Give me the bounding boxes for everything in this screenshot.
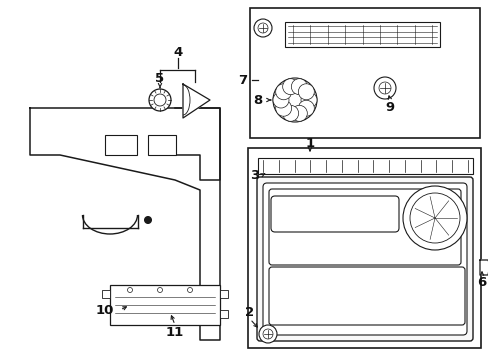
Circle shape [258, 23, 267, 33]
Circle shape [378, 82, 390, 94]
Circle shape [291, 79, 306, 95]
Circle shape [149, 89, 171, 111]
Text: 9: 9 [385, 100, 394, 113]
Text: 7: 7 [238, 73, 247, 86]
Bar [220, 290, 227, 298]
Circle shape [298, 84, 314, 100]
Polygon shape [175, 108, 220, 180]
FancyBboxPatch shape [268, 189, 460, 265]
Text: 3: 3 [250, 168, 259, 181]
Text: 2: 2 [245, 306, 254, 319]
Bar [110, 285, 220, 325]
Circle shape [275, 84, 291, 100]
Circle shape [272, 78, 316, 122]
Text: 6: 6 [476, 276, 486, 289]
FancyBboxPatch shape [263, 183, 466, 335]
Circle shape [157, 288, 162, 292]
FancyBboxPatch shape [257, 177, 472, 341]
Bar [220, 310, 227, 318]
Polygon shape [258, 178, 471, 340]
Circle shape [275, 100, 291, 116]
Text: 10: 10 [96, 303, 114, 316]
Polygon shape [183, 84, 209, 118]
Bar [148, 135, 176, 155]
FancyBboxPatch shape [268, 267, 464, 325]
Circle shape [144, 216, 151, 224]
Circle shape [298, 100, 314, 116]
Circle shape [187, 288, 192, 292]
Text: 11: 11 [165, 325, 184, 338]
Bar [105, 135, 137, 155]
Circle shape [253, 19, 271, 37]
Polygon shape [479, 260, 488, 275]
Circle shape [373, 77, 395, 99]
Bar [249, 8, 479, 138]
Text: 4: 4 [173, 45, 182, 59]
Circle shape [409, 193, 459, 243]
Circle shape [272, 92, 288, 108]
Circle shape [127, 288, 132, 292]
Polygon shape [30, 108, 220, 340]
Bar [285, 22, 439, 47]
Circle shape [282, 79, 298, 95]
Bar [102, 290, 110, 298]
Circle shape [402, 186, 466, 250]
Bar [247, 148, 480, 348]
Circle shape [154, 94, 165, 106]
Circle shape [301, 92, 316, 108]
Text: 5: 5 [155, 72, 164, 85]
FancyBboxPatch shape [270, 196, 398, 232]
Text: 1: 1 [305, 136, 314, 149]
Circle shape [291, 105, 306, 121]
Circle shape [263, 329, 272, 339]
Text: 8: 8 [253, 94, 262, 107]
Circle shape [259, 325, 276, 343]
Bar [258, 158, 472, 174]
Circle shape [282, 105, 298, 121]
